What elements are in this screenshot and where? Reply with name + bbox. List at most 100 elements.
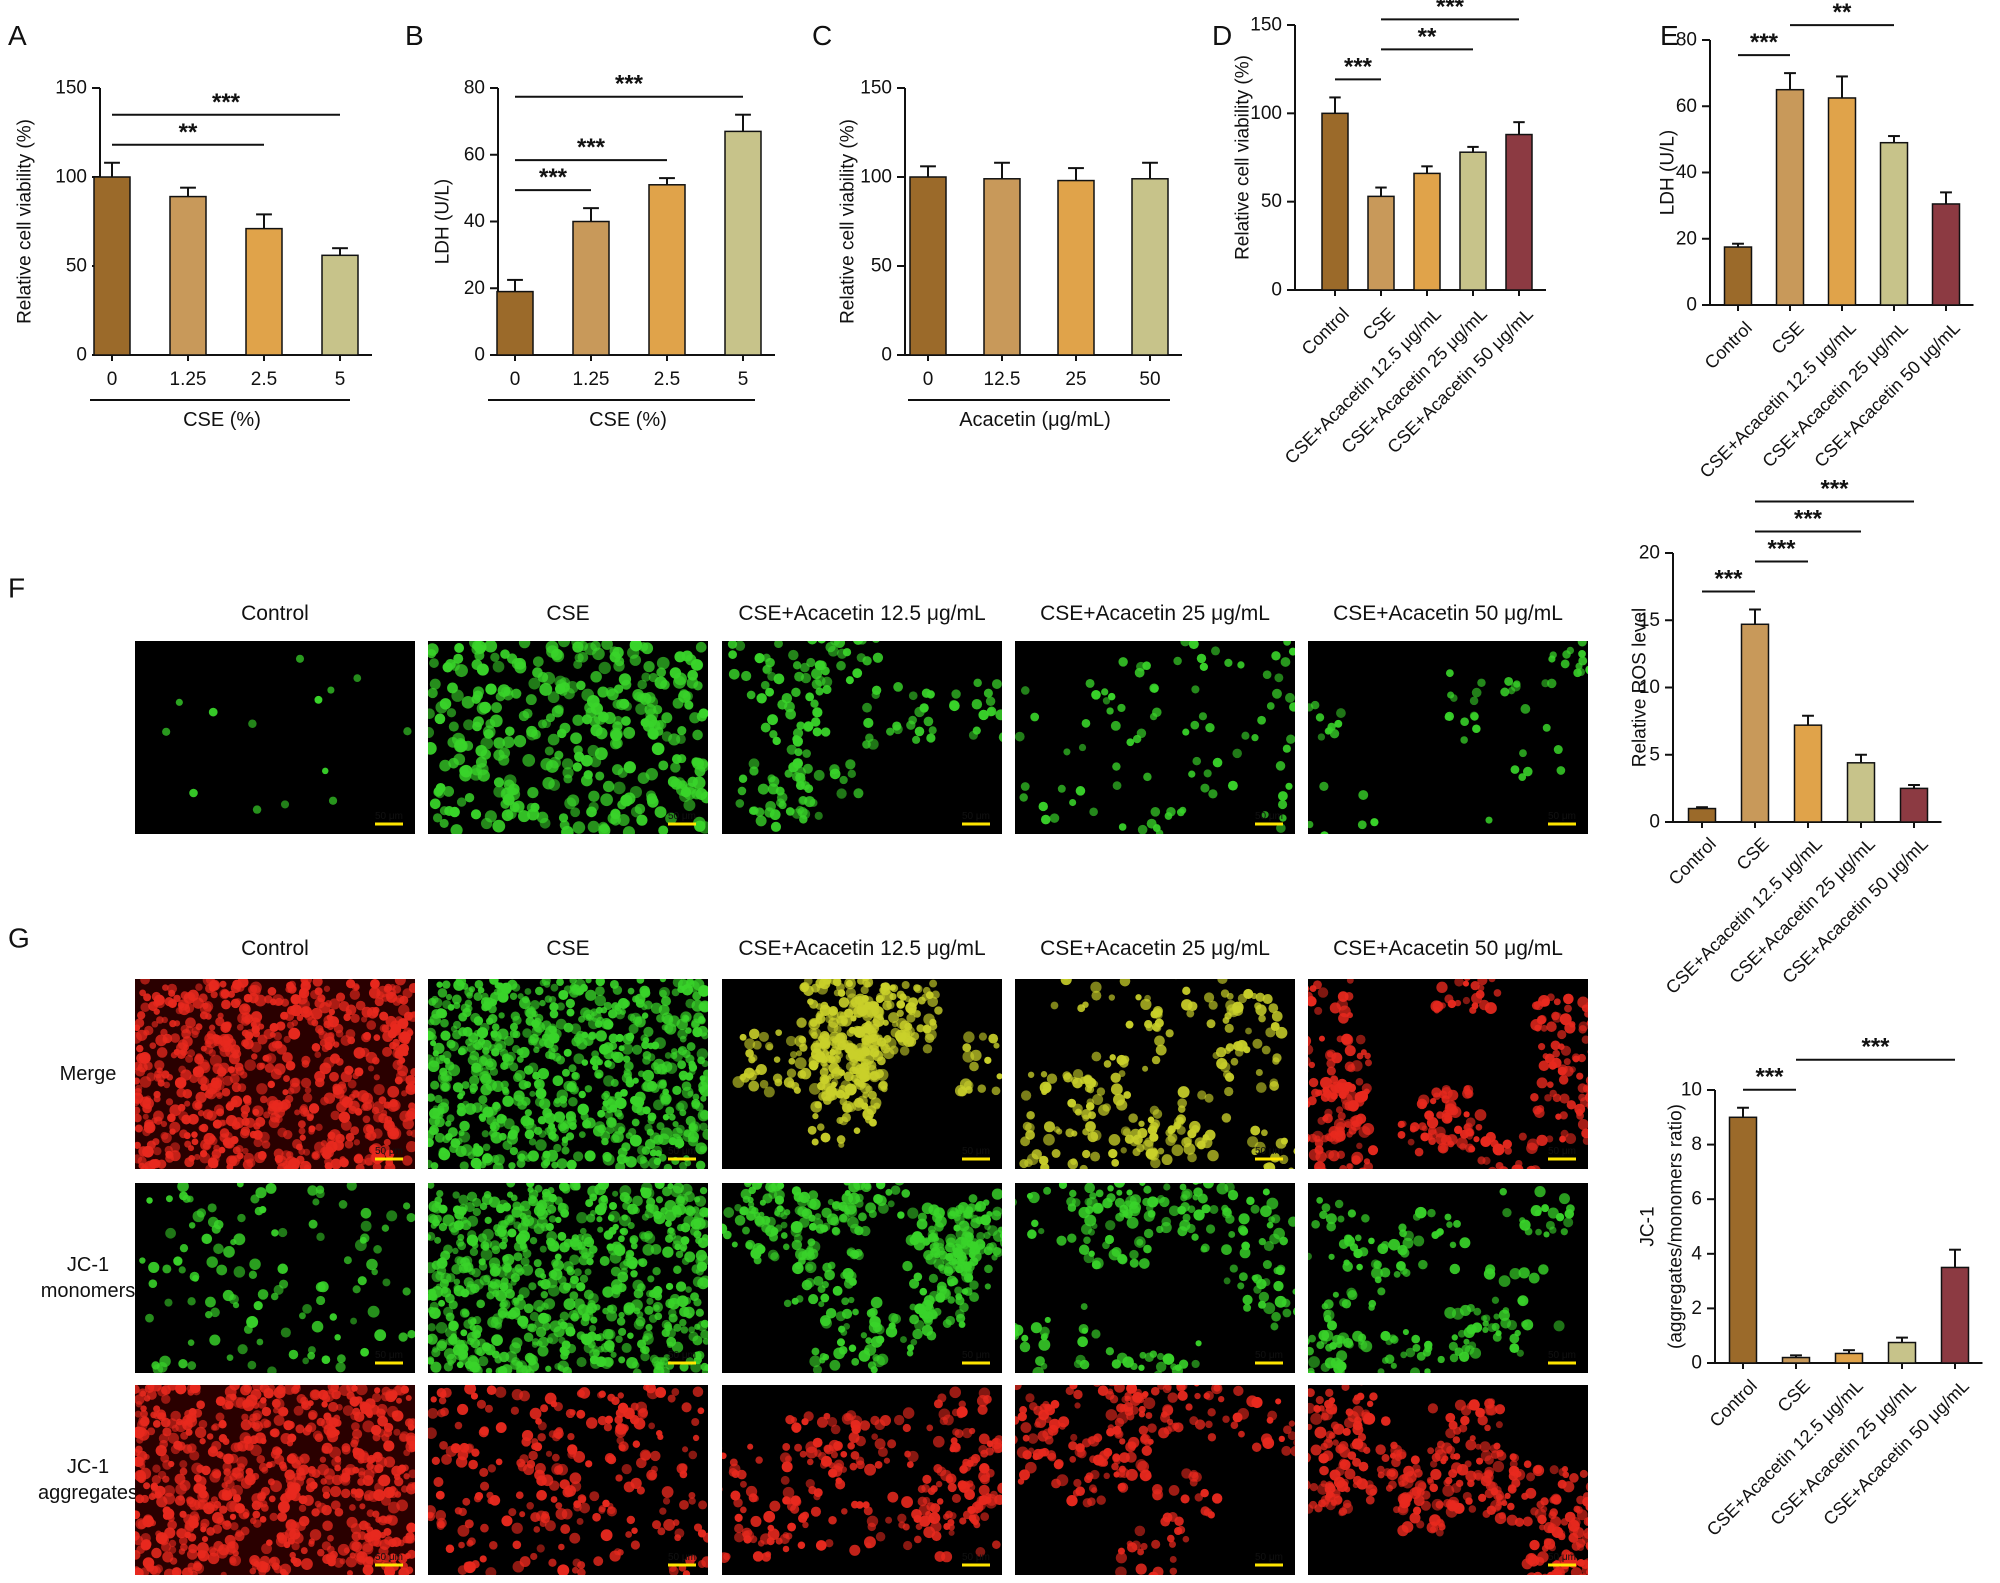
g-image-r1-c4: 50 μm (1308, 1183, 1588, 1373)
significance-label: *** (1794, 505, 1823, 532)
scale-bar-label: 50 μm (375, 1552, 403, 1563)
bar-cse-acacetin-12-5-g-ml (1827, 97, 1857, 306)
x-tick-label-1-25: 1.25 (573, 369, 610, 390)
scale-bar-label: 50 μm (1255, 1350, 1283, 1361)
g-image-r1-c0-background (135, 1183, 415, 1373)
y-tick-label: 40 (1676, 162, 1697, 183)
g-row-label-1: JC-1 (67, 1254, 109, 1276)
x-tick-label-25: 25 (1065, 369, 1086, 390)
bar-control (1687, 807, 1717, 823)
g-row-label-2: JC-1 (67, 1456, 109, 1478)
x-tick-label-control: Control (1706, 1376, 1761, 1431)
g-image-r2-c2-cells (722, 1386, 1002, 1563)
significance-label: *** (1755, 1064, 1784, 1091)
y-tick-label: 10 (1681, 1080, 1702, 1101)
g-image-r2-c2: 50 μm (722, 1385, 1002, 1575)
g-image-r0-c4: 50 μm (1308, 979, 1588, 1169)
y-axis-label: LDH (U/L) (1658, 130, 1679, 216)
f-image-0-cells (162, 654, 412, 814)
y-tick-label: 6 (1691, 1189, 1702, 1210)
bar-5 (724, 130, 762, 356)
panel-label-e: E (1660, 20, 1679, 51)
bar-0 (909, 176, 947, 356)
bar-0 (93, 176, 131, 356)
g-image-r2-c0-cells (135, 1385, 415, 1575)
y-tick-label: 50 (871, 256, 892, 277)
significance-label: ** (1833, 0, 1852, 26)
bar-cse-acacetin-25-g-ml (1879, 141, 1909, 306)
scale-bar-label: 50 μm (1255, 1552, 1283, 1563)
x-tick-label-12-5: 12.5 (984, 369, 1021, 390)
f-column-title-control: Control (241, 602, 309, 625)
f-image-3-cells (1015, 641, 1295, 834)
g-image-r0-c4-cells (1308, 979, 1588, 1169)
f-image-1-cells (428, 641, 708, 834)
y-tick-label: 0 (76, 345, 87, 366)
f-image-4: 50 μm (1308, 641, 1588, 834)
scale-bar-label: 50 μm (1255, 1146, 1283, 1157)
x-axis-label: CSE (%) (183, 409, 261, 431)
x-tick-label-cse: CSE (1774, 1376, 1814, 1416)
panel-label-d: D (1212, 20, 1232, 51)
g-image-r1-c1: 50 μm (428, 1183, 708, 1373)
y-tick-label: 0 (1649, 812, 1660, 833)
scale-bar-label: 50 μm (962, 1146, 990, 1157)
g-image-r0-c3-cells (1019, 979, 1295, 1169)
g-image-r2-c3-cells (1015, 1385, 1295, 1575)
bar-control (1723, 246, 1753, 306)
g-image-r1-c3: 50 μm (1015, 1183, 1295, 1373)
chart-a: A 0 50 100 150 Relative cell viability (%) 0 1.… (8, 20, 372, 431)
g-image-r1-c2: 50 μm (722, 1183, 1002, 1373)
g-image-r2-c1: 50 μm (428, 1385, 708, 1575)
bar-cse-acacetin-50-g-ml (1931, 203, 1961, 306)
scale-bar-label: 50 μm (1548, 811, 1576, 822)
g-column-title-control: Control (241, 937, 309, 960)
bar-12-5 (983, 178, 1021, 356)
chart-g-jc1: 0 2 4 6 8 10 JC-1 (aggregates/monomers ratio) Co… (1638, 1034, 1983, 1540)
y-tick-label: 50 (66, 256, 87, 277)
f-column-title-cse-acacetin-12-5-g-ml: CSE+Acacetin 12.5 μg/mL (738, 602, 985, 625)
f-column-title-cse-acacetin-50-g-ml: CSE+Acacetin 50 μg/mL (1333, 602, 1563, 625)
f-image-1: 50 μm (428, 641, 708, 834)
panel-label-c: C (812, 20, 832, 51)
y-axis-label-2: (aggregates/monomers ratio) (1666, 1104, 1687, 1349)
bar-control (1321, 112, 1349, 291)
bar-cse-acacetin-12-5-g-ml (1413, 172, 1441, 291)
x-tick-label-5: 5 (738, 369, 749, 390)
g-row-label-1-line2: monomers (41, 1280, 135, 1302)
f-image-3: 50 μm (1015, 641, 1295, 834)
scale-bar-label: 50 μm (962, 811, 990, 822)
g-image-r2-c1-cells (428, 1385, 708, 1575)
scale-bar-label: 50 μm (375, 1350, 403, 1361)
y-tick-label: 8 (1691, 1134, 1702, 1155)
g-image-r1-c3-cells (1015, 1183, 1295, 1373)
g-image-r2-c3: 50 μm (1015, 1385, 1295, 1575)
g-image-r0-c0-cells (135, 979, 415, 1169)
y-tick-label: 4 (1691, 1243, 1702, 1264)
g-row-label-2-line2: aggregates (38, 1482, 138, 1504)
g-image-r2-c4: 50 μm (1308, 1385, 1588, 1575)
significance-label: ** (179, 119, 198, 146)
significance-label: *** (1714, 565, 1743, 592)
g-image-r2-c4-cells (1308, 1385, 1588, 1575)
g-image-r0-c0: 50 μm (135, 979, 415, 1169)
x-tick-label-0: 0 (923, 369, 934, 390)
g-image-r0-c1-cells (428, 979, 708, 1169)
significance-label: *** (1750, 29, 1779, 56)
y-axis-label: Relative cell viability (%) (838, 119, 859, 324)
x-tick-label-2-5: 2.5 (251, 369, 277, 390)
f-image-4-cells (1308, 641, 1588, 834)
g-image-r0-c1: 50 μm (428, 979, 708, 1169)
bar-1-25 (572, 220, 610, 356)
y-tick-label: 80 (464, 78, 485, 99)
g-image-r1-c1-cells (428, 1183, 708, 1373)
bar-cse-acacetin-25-g-ml (1459, 151, 1487, 291)
scale-bar-label: 50 μm (962, 1552, 990, 1563)
x-tick-label-50: 50 (1139, 369, 1160, 390)
y-tick-label: 0 (881, 345, 892, 366)
scale-bar-label: 50 μm (962, 1350, 990, 1361)
significance-label: *** (212, 89, 241, 116)
